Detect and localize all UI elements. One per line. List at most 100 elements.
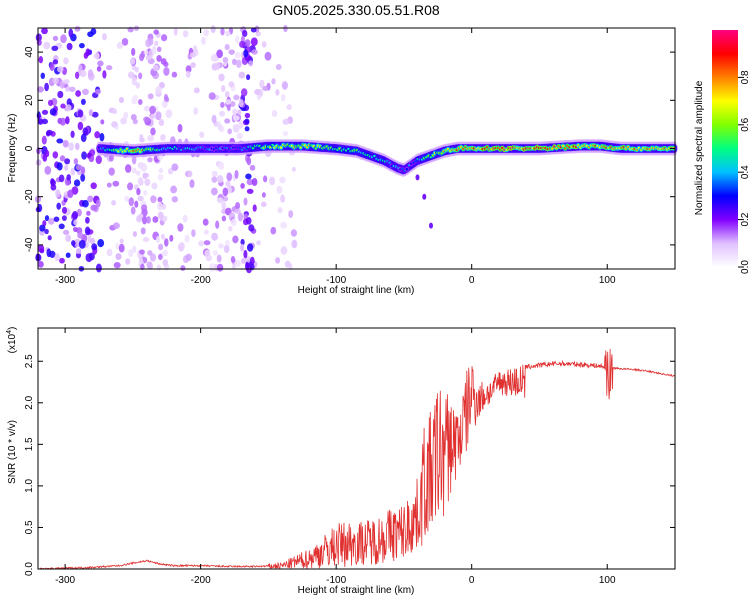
noise-speckle bbox=[90, 237, 96, 245]
noise-speckle bbox=[128, 197, 134, 207]
noise-speckle bbox=[90, 182, 97, 190]
noise-speckle bbox=[161, 203, 167, 210]
y-tick-label: 2.0 bbox=[24, 395, 35, 409]
noise-speckle bbox=[96, 66, 102, 72]
x-tick-label: -300 bbox=[55, 275, 75, 286]
colorbar-tick-label: 0.2 bbox=[740, 212, 750, 226]
colorbar-tick-label: 0.0 bbox=[740, 260, 750, 274]
ridge-core bbox=[561, 144, 565, 148]
noise-speckle bbox=[250, 27, 257, 33]
noise-speckle bbox=[202, 218, 209, 226]
noise-speckle bbox=[286, 104, 292, 111]
noise-speckle bbox=[151, 182, 158, 190]
ridge-core bbox=[373, 154, 376, 158]
noise-speckle bbox=[147, 134, 155, 142]
noise-speckle bbox=[240, 183, 245, 189]
noise-speckle bbox=[58, 223, 65, 230]
noise-speckle bbox=[226, 172, 233, 182]
ridge-core bbox=[245, 148, 248, 151]
noise-speckle bbox=[65, 234, 72, 242]
noise-speckle bbox=[157, 211, 164, 220]
noise-speckle bbox=[218, 73, 225, 82]
noise-speckle bbox=[157, 243, 164, 251]
noise-speckle bbox=[216, 197, 224, 204]
noise-speckle bbox=[145, 54, 152, 61]
ridge-branch bbox=[415, 174, 420, 181]
noise-speckle bbox=[246, 243, 254, 252]
noise-speckle bbox=[73, 219, 78, 226]
snr-multiplier-close: ) bbox=[7, 327, 18, 330]
noise-speckle bbox=[47, 217, 55, 225]
noise-speckle bbox=[246, 157, 252, 166]
noise-speckle bbox=[193, 107, 199, 116]
noise-speckle bbox=[234, 259, 242, 267]
noise-speckle bbox=[90, 204, 98, 211]
noise-speckle bbox=[108, 167, 115, 176]
noise-speckle bbox=[235, 202, 241, 210]
noise-speckle bbox=[139, 134, 144, 140]
noise-speckle bbox=[169, 234, 174, 242]
noise-speckle bbox=[250, 37, 258, 46]
noise-speckle bbox=[224, 43, 230, 51]
noise-speckle bbox=[245, 216, 252, 225]
noise-speckle bbox=[142, 236, 150, 243]
noise-speckle bbox=[155, 235, 161, 244]
noise-speckle bbox=[226, 103, 231, 112]
noise-speckle bbox=[249, 164, 256, 171]
noise-speckle bbox=[162, 259, 169, 267]
noise-speckle bbox=[57, 90, 64, 99]
noise-speckle bbox=[261, 41, 267, 48]
noise-speckle bbox=[62, 140, 69, 148]
noise-speckle bbox=[256, 240, 261, 246]
noise-speckle bbox=[143, 116, 150, 123]
noise-speckle bbox=[156, 264, 162, 271]
noise-speckle bbox=[38, 56, 44, 64]
noise-speckle bbox=[152, 64, 159, 72]
snr-plot-area bbox=[38, 328, 675, 569]
noise-speckle bbox=[160, 34, 168, 42]
noise-speckle bbox=[139, 53, 145, 62]
noise-speckle bbox=[129, 57, 136, 65]
noise-speckle bbox=[41, 27, 48, 35]
noise-speckle bbox=[54, 253, 60, 262]
noise-speckle bbox=[131, 47, 136, 56]
noise-speckle bbox=[102, 33, 107, 41]
x-tick-label: -100 bbox=[326, 575, 346, 586]
noise-speckle bbox=[131, 76, 137, 86]
spectrogram-y-ticks: -40 -20 0 20 40 bbox=[24, 46, 675, 252]
noise-speckle bbox=[248, 224, 255, 232]
noise-speckle bbox=[270, 226, 277, 235]
colorbar-label: Normalized spectral amplitude bbox=[694, 80, 705, 215]
noise-speckle bbox=[227, 225, 233, 232]
snr-y-ticks: 0.0 0.5 1.0 1.5 2.0 2.5 bbox=[24, 354, 675, 576]
noise-speckle bbox=[94, 131, 101, 139]
noise-speckle bbox=[224, 118, 231, 124]
noise-speckle bbox=[243, 249, 248, 259]
snr-y-label: SNR (10 * v/v) bbox=[7, 420, 18, 484]
noise-speckle bbox=[157, 253, 163, 261]
noise-speckle bbox=[106, 248, 113, 257]
noise-speckle bbox=[138, 256, 144, 263]
noise-speckle bbox=[137, 195, 144, 202]
noise-speckle bbox=[239, 40, 246, 48]
noise-speckle bbox=[41, 135, 47, 145]
noise-speckle bbox=[248, 60, 254, 67]
noise-speckle bbox=[271, 109, 278, 118]
noise-speckle bbox=[157, 174, 164, 181]
x-tick-label: -100 bbox=[326, 275, 346, 286]
noise-speckle bbox=[235, 35, 240, 44]
colorbar: 0.0 0.2 0.4 0.6 0.8 Normalized spectral ampl… bbox=[694, 30, 750, 274]
noise-speckle bbox=[259, 79, 265, 89]
noise-speckle bbox=[99, 132, 105, 142]
y-tick-label: 1.5 bbox=[24, 437, 35, 451]
noise-speckle bbox=[238, 71, 246, 79]
noise-speckle bbox=[85, 216, 90, 224]
noise-speckle bbox=[138, 72, 143, 80]
x-tick-label: 100 bbox=[599, 575, 616, 586]
noise-speckle bbox=[65, 104, 72, 112]
noise-speckle bbox=[269, 176, 276, 186]
ridge-core bbox=[299, 146, 303, 149]
noise-speckle bbox=[132, 94, 139, 101]
noise-speckle bbox=[155, 111, 162, 121]
